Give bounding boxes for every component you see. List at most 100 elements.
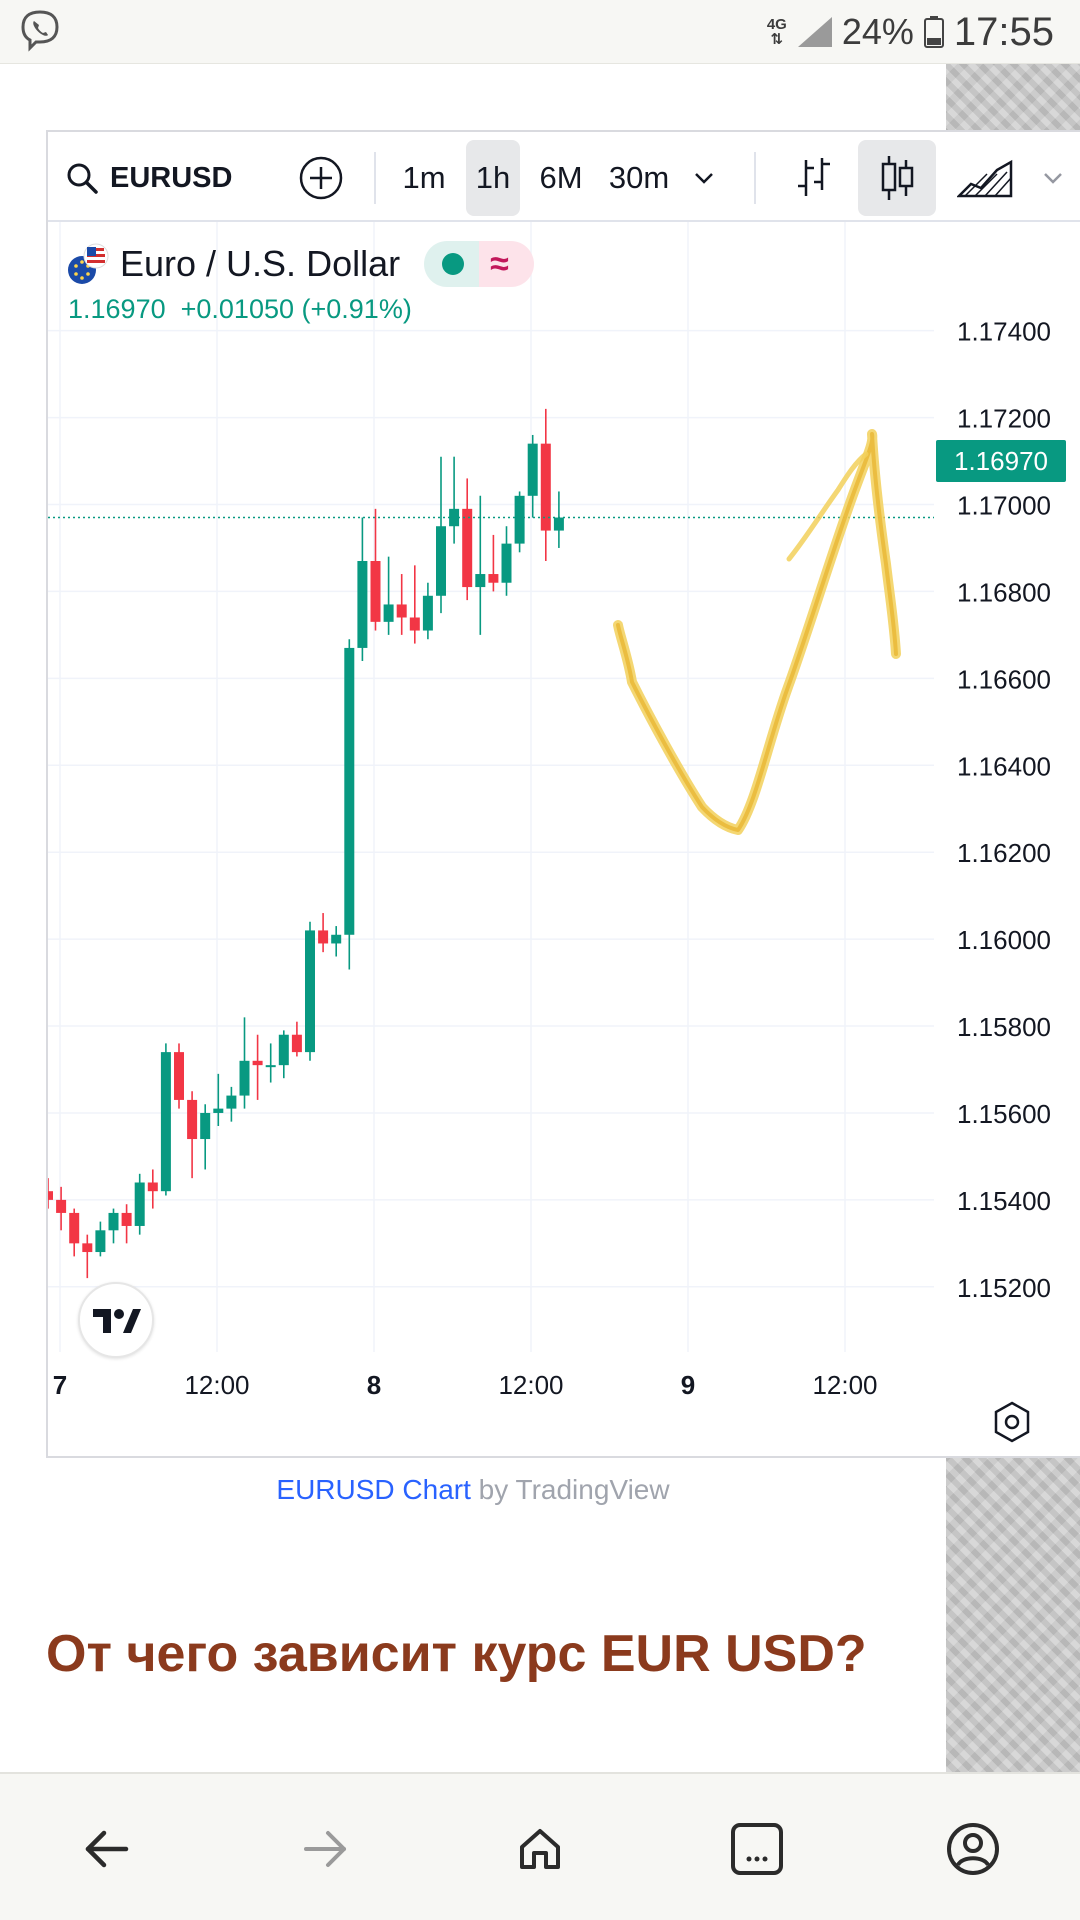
candles-icon [881, 156, 914, 200]
candle-body [147, 1182, 158, 1192]
candle-body [226, 1095, 237, 1109]
price-tick-label: 1.16800 [957, 577, 1051, 607]
candle-body [540, 443, 551, 531]
price-tick-label: 1.17200 [957, 404, 1051, 434]
chart-legend: Euro / U.S. Dollar ≈ [66, 236, 535, 292]
candle-body [527, 443, 538, 496]
price-tick-label: 1.16600 [957, 664, 1051, 694]
back-button[interactable] [72, 1814, 142, 1884]
candle-body [265, 1065, 276, 1068]
price-tick-label: 1.15400 [957, 1186, 1051, 1216]
area-chart-button[interactable] [952, 140, 1018, 216]
interval-1m[interactable]: 1m [402, 160, 446, 195]
candles [48, 408, 564, 1279]
candle-body [56, 1199, 67, 1213]
time-tick-label: 7 [53, 1370, 67, 1400]
candle-body [436, 526, 446, 596]
candle-body [278, 1034, 289, 1066]
candle-body [305, 930, 315, 1053]
account-button[interactable] [938, 1814, 1008, 1884]
tradingview-logo-icon [93, 1309, 141, 1333]
viber-icon [21, 10, 59, 52]
forward-button[interactable] [290, 1814, 360, 1884]
price-tick-label: 1.16000 [957, 925, 1051, 955]
price-chart[interactable]: 1.17400 1.17200 1.17000 1.16800 1.16600 1.164… [48, 222, 1080, 1460]
time-axis[interactable]: 7 12:00 8 12:00 9 12:00 [53, 1370, 878, 1400]
add-icon [299, 156, 343, 200]
candle-body [95, 1230, 106, 1253]
candle-body [501, 543, 512, 583]
forward-icon [304, 1831, 346, 1867]
time-tick-label: 9 [681, 1370, 695, 1400]
candles-button[interactable] [858, 140, 936, 216]
symbol-search-button[interactable]: EURUSD [66, 140, 256, 216]
chart-widget[interactable]: EURUSD 1m 1h 6M 30m [46, 130, 1080, 1458]
candle-body [239, 1060, 250, 1096]
chart-attribution: EURUSD Chart by TradingView [0, 1474, 946, 1506]
battery-icon [923, 16, 944, 48]
network-label: 4G ⇅ [766, 16, 787, 48]
candle-body [553, 517, 564, 531]
signal-icon [797, 17, 832, 47]
chevron-down-icon [695, 173, 713, 184]
price-tick-label: 1.15800 [957, 1012, 1051, 1042]
tabs-icon [731, 1823, 783, 1875]
more-options-button[interactable] [1036, 140, 1070, 216]
eur-usd-flag-icon [68, 243, 109, 284]
candle-body [108, 1212, 119, 1231]
bar-style-button[interactable] [778, 140, 850, 216]
toolbar-divider [374, 152, 376, 204]
status-bar: 4G ⇅ 24% 17:55 [0, 0, 1080, 64]
tabs-button[interactable] [722, 1814, 792, 1884]
candle-body [82, 1243, 93, 1253]
price-tick-label: 1.15600 [957, 1099, 1051, 1129]
price-tick-label: 1.17400 [957, 317, 1051, 347]
candle-body [462, 508, 473, 588]
candle-body [134, 1182, 145, 1226]
candle-body [370, 561, 381, 622]
candle-body [187, 1099, 198, 1140]
price-tick-label: 1.16400 [957, 751, 1051, 781]
toolbar-divider [754, 152, 756, 204]
attribution-suffix: by TradingView [470, 1474, 670, 1505]
interval-30m[interactable]: 30m [608, 160, 670, 195]
settings-icon[interactable] [990, 1400, 1034, 1444]
candle-body [331, 934, 342, 944]
battery-percent: 24% [841, 11, 914, 52]
interval-1h[interactable]: 1h [466, 140, 520, 216]
more-chevron-icon [1044, 173, 1062, 184]
compare-button[interactable] [296, 140, 346, 216]
browser-nav-bar [0, 1772, 1080, 1920]
candle-body [160, 1052, 171, 1192]
candle-body [422, 595, 433, 631]
clock: 17:55 [953, 9, 1054, 54]
chart-toolbar: EURUSD 1m 1h 6M 30m [48, 132, 1080, 222]
bar-style-icon [798, 158, 830, 196]
candle-body [383, 604, 394, 622]
candle-body [121, 1212, 132, 1226]
price-axis[interactable]: 1.17400 1.17200 1.17000 1.16800 1.16600 1.164… [957, 317, 1051, 1303]
freehand-drawing [613, 429, 901, 835]
candle-body [174, 1052, 184, 1100]
vertical-grid [59, 222, 846, 1352]
interval-dropdown[interactable] [684, 140, 724, 216]
account-icon [947, 1823, 999, 1875]
candle-body [69, 1212, 80, 1244]
price-quote: 1.16970 +0.01050 (+0.91%) [68, 294, 412, 325]
interval-6M[interactable]: 6M [539, 160, 583, 195]
last-price: 1.16970 [68, 294, 166, 324]
instrument-name: Euro / U.S. Dollar [120, 243, 401, 284]
market-status-pill[interactable]: ≈ [424, 241, 535, 287]
candle-body [318, 930, 329, 944]
home-button[interactable] [505, 1814, 575, 1884]
candle-body [488, 574, 499, 583]
horizontal-grid [48, 329, 934, 1288]
tradingview-logo[interactable] [78, 1282, 154, 1358]
last-price-tag: 1.16970 [936, 440, 1066, 482]
price-change: +0.01050 [180, 294, 294, 324]
candle-body [396, 604, 407, 618]
back-icon [85, 1830, 129, 1868]
candle-body [48, 1191, 53, 1200]
chart-link[interactable]: EURUSD Chart [276, 1474, 471, 1505]
